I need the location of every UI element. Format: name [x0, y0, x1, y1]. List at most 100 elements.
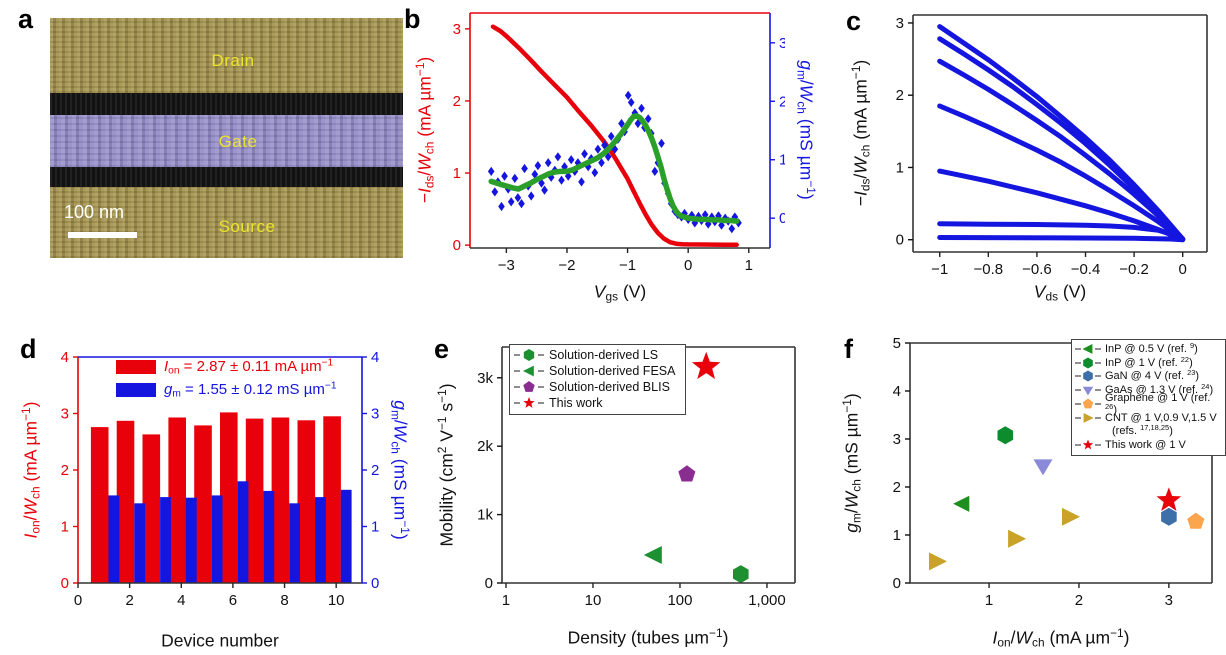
legend-item-f-5: CNT @ 1 V,0.9 V,1.5 V — [1075, 411, 1220, 425]
svg-text:3: 3 — [453, 21, 461, 38]
svg-text:2: 2 — [893, 479, 901, 496]
triangle-left-icon — [1075, 343, 1101, 354]
panel-c-left-axis-label: −Ids/Wch (mA µm−1) — [848, 59, 873, 207]
hexagon-icon — [1075, 357, 1101, 369]
legend-label: This work @ 1 V — [1105, 438, 1186, 451]
legend-item-e-0: Solution-derived LS — [514, 347, 675, 363]
svg-text:10: 10 — [585, 592, 602, 609]
svg-text:1,000: 1,000 — [748, 592, 786, 609]
svg-text:1: 1 — [502, 592, 510, 609]
svg-text:4: 4 — [893, 383, 901, 400]
svg-text:−1: −1 — [619, 257, 636, 274]
svg-text:1: 1 — [985, 592, 993, 609]
panel-b-left-axis-label: −Ids/Wch (mA µm−1) — [412, 56, 437, 204]
legend-item-f-5-cont: (refs. 17,18,25) — [1112, 423, 1220, 438]
panel-e-legend: Solution-derived LS Solution-derived FESA… — [509, 344, 687, 415]
legend-label: Solution-derived LS — [549, 348, 659, 362]
triangle-right-icon — [1075, 412, 1101, 423]
legend-item-e-2: Solution-derived BLIS — [514, 379, 675, 395]
svg-text:0: 0 — [1179, 261, 1187, 278]
legend-label: Solution-derived FESA — [549, 364, 676, 378]
legend-item-e-3: This work — [514, 395, 675, 411]
panel-d-left-axis-label: Ion/Wch (mA µm−1) — [18, 401, 43, 539]
svg-text:2: 2 — [61, 462, 69, 479]
svg-text:3: 3 — [779, 35, 785, 52]
pentagon-icon — [514, 381, 544, 392]
legend-swatch — [116, 382, 156, 397]
svg-text:−0.4: −0.4 — [1071, 261, 1101, 278]
svg-text:0: 0 — [779, 210, 785, 227]
panel-d-legend: Ion = 2.87 ± 0.11 mA µm−1 gm = 1.55 ± 0.1… — [116, 357, 337, 399]
svg-text:10: 10 — [328, 592, 345, 609]
svg-text:100: 100 — [667, 592, 692, 609]
svg-text:3: 3 — [61, 406, 69, 423]
triangle-left-icon — [514, 365, 544, 377]
svg-text:2: 2 — [1075, 592, 1083, 609]
svg-text:4: 4 — [371, 349, 379, 366]
panel-letter-f: f — [844, 334, 853, 364]
panel-letter-b: b — [404, 4, 421, 34]
legend-item-f-4: Graphene @ 1 V (ref. 26) — [1075, 392, 1220, 416]
svg-text:−0.8: −0.8 — [974, 261, 1004, 278]
svg-text:3: 3 — [1165, 592, 1173, 609]
panel-letter-e: e — [434, 334, 450, 364]
panel-f-x-axis-label: Ion/Wch (mA µm−1) — [992, 625, 1130, 650]
svg-text:−3: −3 — [498, 257, 515, 274]
panel-d-legend-item-1: gm = 1.55 ± 0.12 mS µm−1 — [116, 381, 337, 399]
svg-text:0: 0 — [684, 257, 692, 274]
drain-electrode-region: Drain — [50, 18, 403, 93]
panel-b-x-axis-label: Vgs (V) — [593, 281, 647, 304]
svg-text:3: 3 — [896, 15, 904, 32]
panel-f-legend: InP @ 0.5 V (ref. 9) InP @ 1 V (ref. 22) G… — [1071, 339, 1226, 456]
svg-text:−2: −2 — [558, 257, 575, 274]
panel-b-right-axis-label: gm/Wch (mS µm−1) — [794, 60, 819, 200]
svg-text:0: 0 — [485, 575, 493, 592]
pentagon-icon — [1075, 398, 1101, 409]
svg-text:0: 0 — [453, 237, 461, 254]
panel-f-y-axis-label: gm/Wch (mS µm−1) — [839, 393, 864, 533]
gate-region: Gate — [50, 115, 403, 167]
scalebar-text: 100 nm — [64, 202, 125, 222]
hexagon-icon — [514, 349, 544, 361]
panel-d-device-bar-chart: 0 2 4 6 8 10 0 1 2 3 4 0 1 2 3 4 — [61, 349, 380, 609]
legend-item-f-2: GaN @ 4 V (ref. 23) — [1075, 369, 1220, 384]
svg-text:−0.6: −0.6 — [1022, 261, 1052, 278]
panel-e-x-axis-label: Density (tubes µm−1) — [567, 625, 729, 648]
source-label: Source — [218, 217, 276, 236]
svg-text:4: 4 — [61, 349, 69, 366]
legend-item-e-1: Solution-derived FESA — [514, 363, 675, 379]
hexagon-icon — [1075, 370, 1101, 382]
legend-item-f-6: This work @ 1 V — [1075, 438, 1220, 452]
scalebar — [68, 232, 137, 238]
panel-c-x-axis-label: Vds (V) — [1033, 281, 1087, 304]
panel-letter-d: d — [20, 334, 37, 364]
svg-text:1: 1 — [779, 152, 785, 169]
svg-text:−0.2: −0.2 — [1119, 261, 1149, 278]
svg-text:2: 2 — [453, 93, 461, 110]
svg-text:0: 0 — [371, 575, 379, 592]
legend-label: This work — [549, 396, 603, 410]
svg-text:2: 2 — [896, 87, 904, 104]
legend-label: GaAs @ 1.3 V (ref. 24) — [1105, 382, 1214, 397]
legend-label: Solution-derived BLIS — [549, 380, 670, 394]
star-icon — [1075, 439, 1101, 450]
legend-item-f-3: GaAs @ 1.3 V (ref. 24) — [1075, 383, 1220, 397]
panel-d-right-axis-label: gm/Wch (mS µm−1) — [388, 400, 413, 540]
legend-label: InP @ 0.5 V (ref. 9) — [1105, 340, 1198, 355]
svg-text:2: 2 — [371, 462, 379, 479]
svg-text:1: 1 — [893, 527, 901, 544]
legend-label: Graphene @ 1 V (ref. 26) — [1105, 392, 1211, 417]
svg-text:2: 2 — [125, 592, 133, 609]
svg-text:2k: 2k — [477, 438, 493, 455]
gap-region-top — [50, 93, 403, 115]
svg-text:0: 0 — [61, 575, 69, 592]
svg-text:1: 1 — [61, 519, 69, 536]
legend-item-f-1: InP @ 1 V (ref. 22) — [1075, 355, 1220, 370]
legend-label: (refs. 17,18,25) — [1112, 423, 1173, 438]
svg-text:1k: 1k — [477, 507, 493, 524]
legend-label: Ion = 2.87 ± 0.11 mA µm−1 — [164, 357, 334, 377]
panel-e-y-axis-label: Mobility (cm2 V−1 s−1) — [434, 383, 457, 547]
gap-region-bottom — [50, 167, 403, 187]
legend-item-f-0: InP @ 0.5 V (ref. 9) — [1075, 342, 1220, 356]
svg-text:4: 4 — [177, 592, 185, 609]
